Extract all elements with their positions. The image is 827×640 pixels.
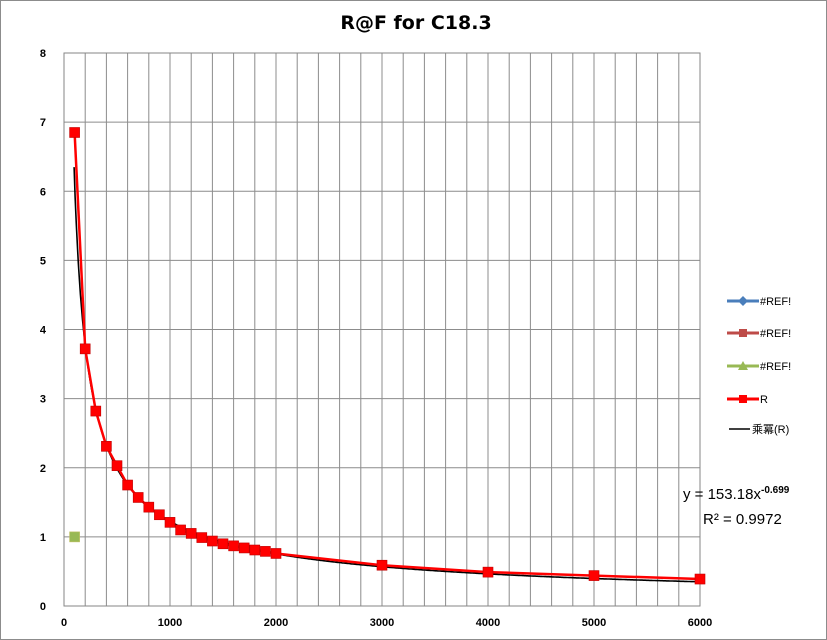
data-point-r-8 — [154, 509, 165, 521]
legend-label: #REF! — [760, 296, 791, 308]
legend-item-3: R — [727, 394, 768, 406]
data-point-r-2 — [90, 405, 102, 417]
data-point-r-4 — [111, 460, 123, 471]
data-point-r-17 — [249, 544, 261, 556]
data-point-r-21 — [482, 566, 494, 578]
data-point-r-15 — [228, 540, 239, 552]
data-point-r-13 — [207, 535, 218, 547]
equation-exponent: -0.699 — [761, 485, 790, 496]
x-tick-label: 3000 — [370, 617, 394, 629]
y-tick-label: 3 — [40, 394, 46, 406]
legend-marker-diamond — [738, 296, 748, 306]
data-point-ref-0 — [69, 531, 80, 543]
data-point-r-5 — [122, 479, 133, 491]
legend-item-4: 乘冪(R) — [729, 423, 789, 436]
data-point-r-6 — [132, 492, 144, 503]
equation-text: y = 153.18x — [683, 486, 761, 503]
data-point-r-3 — [101, 441, 112, 452]
trendline-equation: y = 153.18x-0.699 R² = 0.9972 — [683, 485, 790, 528]
plot-area-border — [63, 52, 701, 607]
y-tick-label: 0 — [40, 601, 46, 613]
x-tick-label: 6000 — [688, 617, 712, 629]
series-line-r — [73, 132, 701, 581]
data-point-r-9 — [164, 517, 176, 528]
y-tick-label: 4 — [40, 325, 47, 337]
x-tick-label: 1000 — [158, 617, 182, 629]
legend-label: R — [760, 394, 768, 406]
legend-marker-square — [739, 329, 747, 337]
legend-item-0: #REF! — [727, 296, 791, 308]
y-tick-label: 8 — [40, 48, 46, 60]
legend: #REF! #REF! #REF! R 乘冪(R) — [727, 296, 791, 436]
r-squared-text: R² = 0.9972 — [703, 511, 782, 528]
data-point-r-20 — [376, 559, 388, 571]
data-point-r-11 — [185, 528, 197, 539]
data-point-r-16 — [238, 542, 250, 554]
data-point-r-7 — [143, 501, 155, 513]
legend-item-1: #REF! — [727, 328, 791, 340]
data-point-r-23 — [694, 573, 706, 585]
y-tick-label: 1 — [40, 532, 46, 544]
y-tick-label: 2 — [40, 463, 46, 475]
legend-item-2: #REF! — [727, 361, 791, 373]
y-tick-label: 7 — [40, 117, 46, 129]
x-tick-label: 2000 — [264, 617, 288, 629]
data-point-r-12 — [196, 532, 208, 543]
x-tick-label: 0 — [61, 617, 67, 629]
data-point-r-19 — [270, 548, 282, 559]
grid-lines — [63, 52, 701, 607]
x-tick-label: 4000 — [476, 617, 500, 629]
legend-label: 乘冪(R) — [752, 423, 789, 436]
legend-marker-triangle — [738, 361, 748, 370]
x-tick-label: 5000 — [582, 617, 606, 629]
data-point-r-10 — [175, 524, 186, 536]
data-point-r-14 — [217, 538, 229, 550]
data-point-r-22 — [588, 570, 600, 581]
data-point-r-0 — [69, 127, 80, 138]
data-point-r-1 — [79, 343, 91, 355]
legend-marker-square — [739, 395, 747, 403]
chart-title: R@F for C18.3 — [340, 12, 491, 34]
data-point-r-18 — [260, 546, 271, 557]
legend-label: #REF! — [760, 361, 791, 373]
series-layer — [69, 127, 706, 585]
svg-text:y = 153.18x-0.699: y = 153.18x-0.699 — [683, 485, 790, 503]
y-tick-label: 5 — [40, 255, 46, 267]
tick-labels: 0 1000 2000 3000 4000 5000 6000 0 1 2 3 4 5 6 7 8 — [40, 48, 712, 629]
legend-label: #REF! — [760, 328, 791, 340]
y-tick-label: 6 — [40, 186, 46, 198]
